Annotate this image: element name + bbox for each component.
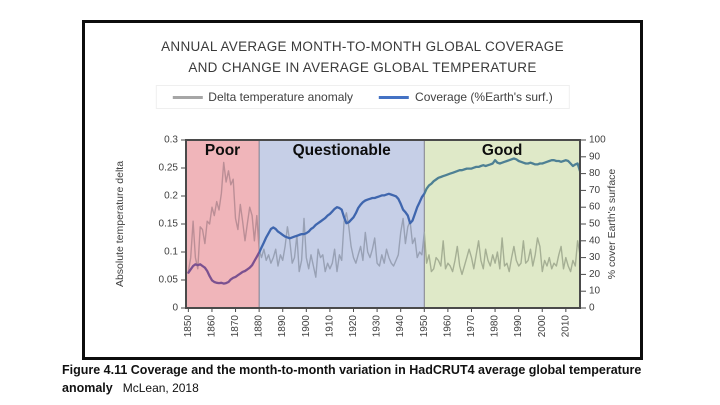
right-tick-label: 20 bbox=[589, 269, 601, 280]
x-tick-label: 1940 bbox=[395, 315, 406, 338]
region-good bbox=[424, 140, 580, 308]
right-tick-label: 30 bbox=[589, 252, 601, 263]
x-tick-label: 1970 bbox=[466, 315, 477, 338]
region-label-good: Good bbox=[482, 142, 522, 159]
x-tick-label: 2010 bbox=[560, 315, 571, 338]
x-tick-label: 1950 bbox=[419, 315, 430, 338]
right-tick-label: 100 bbox=[589, 135, 606, 146]
x-tick-label: 1860 bbox=[206, 315, 217, 338]
x-tick-label: 1870 bbox=[230, 315, 241, 338]
right-tick-label: 0 bbox=[589, 303, 595, 314]
legend-item-coverage: Coverage (%Earth's surf.) bbox=[379, 90, 553, 104]
caption-line1: Figure 4.11 Coverage and the month-to-mo… bbox=[62, 363, 642, 377]
coverage-line bbox=[187, 157, 582, 285]
x-tick-label: 2000 bbox=[537, 315, 548, 338]
x-tick-label: 1910 bbox=[324, 315, 335, 338]
chart-legend: Delta temperature anomaly Coverage (%Eart… bbox=[155, 85, 570, 109]
left-axis-title: Absolute temperature delta bbox=[114, 161, 126, 287]
chart-title: ANNUAL AVERAGE MONTH-TO-MONTH GLOBAL COV… bbox=[85, 36, 640, 78]
left-tick-label: 0.25 bbox=[159, 163, 179, 174]
legend-swatch-coverage bbox=[379, 95, 410, 99]
legend-swatch-delta bbox=[172, 95, 203, 99]
left-tick-label: 0.15 bbox=[159, 219, 179, 230]
caption-source: McLean, 2018 bbox=[122, 381, 199, 395]
right-axis: 0 10 20 30 40 50 60 70 80 90 100 bbox=[580, 135, 606, 314]
legend-item-delta: Delta temperature anomaly bbox=[172, 90, 353, 104]
right-tick-label: 40 bbox=[589, 235, 601, 246]
x-tick-label: 1990 bbox=[513, 315, 524, 338]
legend-label-delta: Delta temperature anomaly bbox=[208, 90, 354, 104]
region-questionable bbox=[259, 140, 425, 308]
left-tick-label: 0 bbox=[172, 303, 178, 314]
x-axis: 1850 1860 1870 1880 1890 1900 1910 1920 1930 1940… bbox=[183, 308, 571, 337]
x-tick-label: 1850 bbox=[183, 315, 194, 338]
chart-plot: 1850 1860 1870 1880 1890 1900 1910 1920 1930 1940… bbox=[114, 135, 618, 338]
figure-caption: Figure 4.11 Coverage and the month-to-mo… bbox=[62, 361, 672, 397]
x-tick-label: 1890 bbox=[277, 315, 288, 338]
left-tick-label: 0.2 bbox=[164, 191, 178, 202]
region-label-poor: Poor bbox=[205, 142, 240, 159]
left-axis: 0 0.05 0.1 0.15 0.2 0.25 0.3 bbox=[159, 135, 186, 314]
right-axis-title: % cover Earth's surface bbox=[606, 169, 618, 280]
right-tick-label: 80 bbox=[589, 168, 601, 179]
right-tick-label: 90 bbox=[589, 151, 601, 162]
x-tick-label: 1930 bbox=[372, 315, 383, 338]
chart-title-line1: ANNUAL AVERAGE MONTH-TO-MONTH GLOBAL COV… bbox=[161, 39, 564, 54]
x-tick-label: 1960 bbox=[442, 315, 453, 338]
left-tick-label: 0.05 bbox=[159, 275, 179, 286]
x-tick-label: 1880 bbox=[254, 315, 265, 338]
right-tick-label: 60 bbox=[589, 202, 601, 213]
chart-title-line2: AND CHANGE IN AVERAGE GLOBAL TEMPERATURE bbox=[188, 60, 537, 75]
x-tick-label: 1920 bbox=[348, 315, 359, 338]
x-tick-label: 1980 bbox=[490, 315, 501, 338]
left-tick-label: 0.3 bbox=[164, 135, 178, 146]
legend-label-coverage: Coverage (%Earth's surf.) bbox=[415, 90, 553, 104]
region-label-questionable: Questionable bbox=[293, 142, 392, 159]
delta-temperature-line bbox=[187, 161, 581, 278]
right-tick-label: 70 bbox=[589, 185, 601, 196]
x-tick-label: 1900 bbox=[301, 315, 312, 338]
right-tick-label: 10 bbox=[589, 286, 601, 297]
quality-regions bbox=[186, 140, 580, 308]
right-tick-label: 50 bbox=[589, 219, 601, 230]
left-tick-label: 0.1 bbox=[164, 247, 178, 258]
caption-line2: anomaly bbox=[62, 381, 113, 395]
figure-box: ANNUAL AVERAGE MONTH-TO-MONTH GLOBAL COV… bbox=[82, 20, 643, 360]
